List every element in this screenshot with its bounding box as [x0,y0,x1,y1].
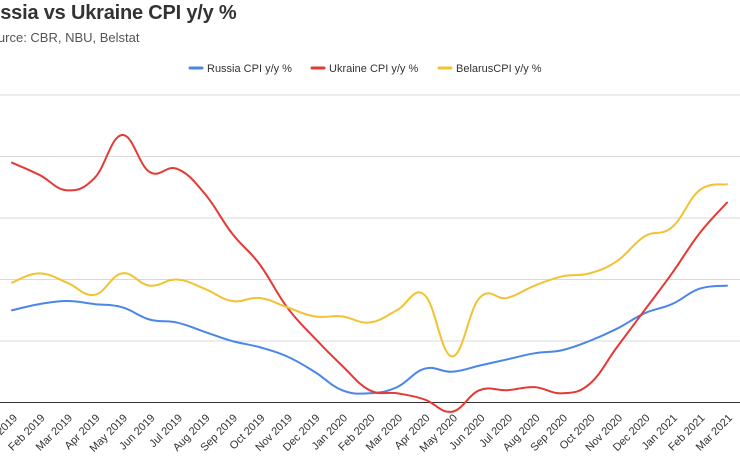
series-line-belaruscpi-y-y [11,183,728,358]
legend-label: Ukraine CPI y/y % [329,63,418,75]
series-line-ukraine-cpi-y-y [11,133,728,413]
legend-label: BelarusCPI y/y % [456,63,542,75]
chart-title: Russia vs Ukraine CPI y/y % [0,2,237,24]
chart-subtitle: Source: CBR, NBU, Belstat [0,30,140,45]
series-line-russia-cpi-y-y [11,284,728,395]
legend-label: Russia CPI y/y % [207,63,292,75]
